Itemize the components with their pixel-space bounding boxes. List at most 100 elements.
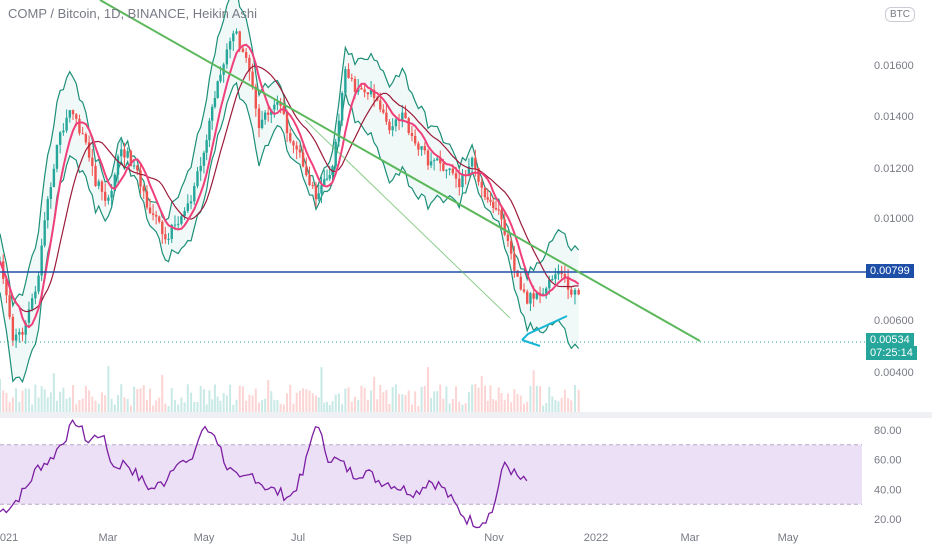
currency-badge[interactable]: BTC — [885, 7, 915, 22]
candle-body — [161, 221, 164, 235]
volume-bar — [196, 401, 199, 412]
candle-body — [228, 41, 232, 50]
candle-body — [196, 171, 199, 187]
volume-bar — [328, 404, 331, 412]
candle-body — [448, 168, 451, 170]
candle-body — [244, 52, 248, 58]
volume-bar — [186, 384, 189, 412]
candle-body — [126, 151, 129, 158]
candle-body — [154, 214, 158, 217]
volume-bar — [442, 398, 445, 412]
candle-body — [295, 145, 298, 150]
bollinger-band-fill — [0, 0, 579, 382]
descending-trendline — [99, 0, 701, 342]
volume-bar — [471, 384, 474, 412]
volume-bar — [84, 385, 87, 412]
volume-bar — [21, 390, 24, 412]
volume-bar — [398, 394, 401, 412]
candle-body — [241, 48, 245, 53]
candle-body — [123, 149, 126, 158]
candle-body — [180, 216, 183, 224]
volume-bar — [117, 394, 120, 412]
volume-bar — [423, 385, 426, 412]
bollinger-upper-line — [0, 0, 580, 308]
candle-body — [186, 203, 190, 211]
volume-bar — [350, 401, 353, 412]
volume-bar — [523, 403, 526, 412]
volume-bar — [570, 400, 573, 412]
volume-bar — [152, 405, 155, 412]
volume-bar — [461, 404, 464, 412]
volume-bar — [563, 389, 566, 412]
volume-bar — [404, 395, 407, 412]
candle-body — [205, 140, 208, 153]
candle-body — [458, 178, 461, 188]
candle-body — [541, 293, 545, 296]
volume-bar — [500, 393, 503, 412]
volume-bar — [510, 402, 513, 412]
candle-body — [314, 185, 318, 200]
candle-body — [379, 100, 382, 110]
volume-bar — [120, 384, 123, 412]
volume-bar — [445, 386, 448, 412]
volume-bar — [486, 400, 489, 412]
candle-body — [494, 207, 498, 210]
fast-moving-average — [0, 43, 580, 329]
candle-body — [58, 132, 62, 145]
candle-body — [68, 110, 72, 118]
volume-bar — [161, 374, 164, 412]
volume-bar — [97, 403, 100, 412]
volume-bar — [46, 397, 49, 412]
volume-bar — [433, 391, 436, 412]
volume-bar — [353, 396, 356, 412]
volume-bar — [360, 385, 363, 412]
candle-body — [158, 216, 161, 222]
annotation-arrow-down — [521, 339, 541, 347]
volume-bar — [467, 392, 470, 412]
candle-body — [489, 199, 492, 202]
candle-body — [103, 191, 107, 201]
candle-body — [298, 149, 302, 153]
volume-bar — [43, 389, 46, 412]
volume-bar — [560, 397, 563, 412]
volume-bar — [331, 401, 334, 412]
candle-body — [62, 130, 65, 133]
candle-body — [11, 316, 15, 341]
volume-bar — [302, 388, 305, 412]
candle-body — [509, 240, 513, 254]
candle-body — [366, 92, 370, 95]
volume-bar — [341, 403, 344, 412]
volume-bar — [311, 393, 314, 412]
candle-body — [84, 134, 88, 143]
volume-bar — [59, 391, 62, 412]
rsi-line — [0, 418, 528, 529]
volume-bar — [388, 403, 391, 412]
candle-body — [251, 71, 254, 87]
volume-bar — [519, 395, 522, 412]
volume-bar — [91, 396, 94, 412]
volume-bar — [464, 403, 467, 412]
volume-bar — [494, 400, 497, 412]
volume-bar — [376, 399, 379, 412]
volume-bar — [24, 388, 27, 412]
volume-bar — [516, 393, 519, 412]
volume-bar — [554, 399, 557, 412]
rsi-axis-tick: 80.00 — [874, 425, 902, 437]
volume-bar — [458, 401, 461, 412]
candle-body — [500, 210, 503, 220]
volume-bar — [52, 373, 55, 412]
volume-bar — [295, 392, 298, 412]
price-axis-tick: 0.01600 — [874, 60, 914, 72]
volume-bar — [267, 380, 270, 412]
candle-body — [513, 253, 516, 271]
candle-body — [486, 197, 489, 200]
candle-body — [235, 31, 238, 34]
time-axis-tick: May — [778, 532, 799, 544]
candle-body — [260, 119, 264, 129]
volume-bar — [183, 402, 186, 412]
volume-bar — [337, 393, 340, 412]
candle-body — [289, 133, 292, 142]
candle-body — [219, 74, 222, 82]
candle-body — [429, 161, 433, 166]
